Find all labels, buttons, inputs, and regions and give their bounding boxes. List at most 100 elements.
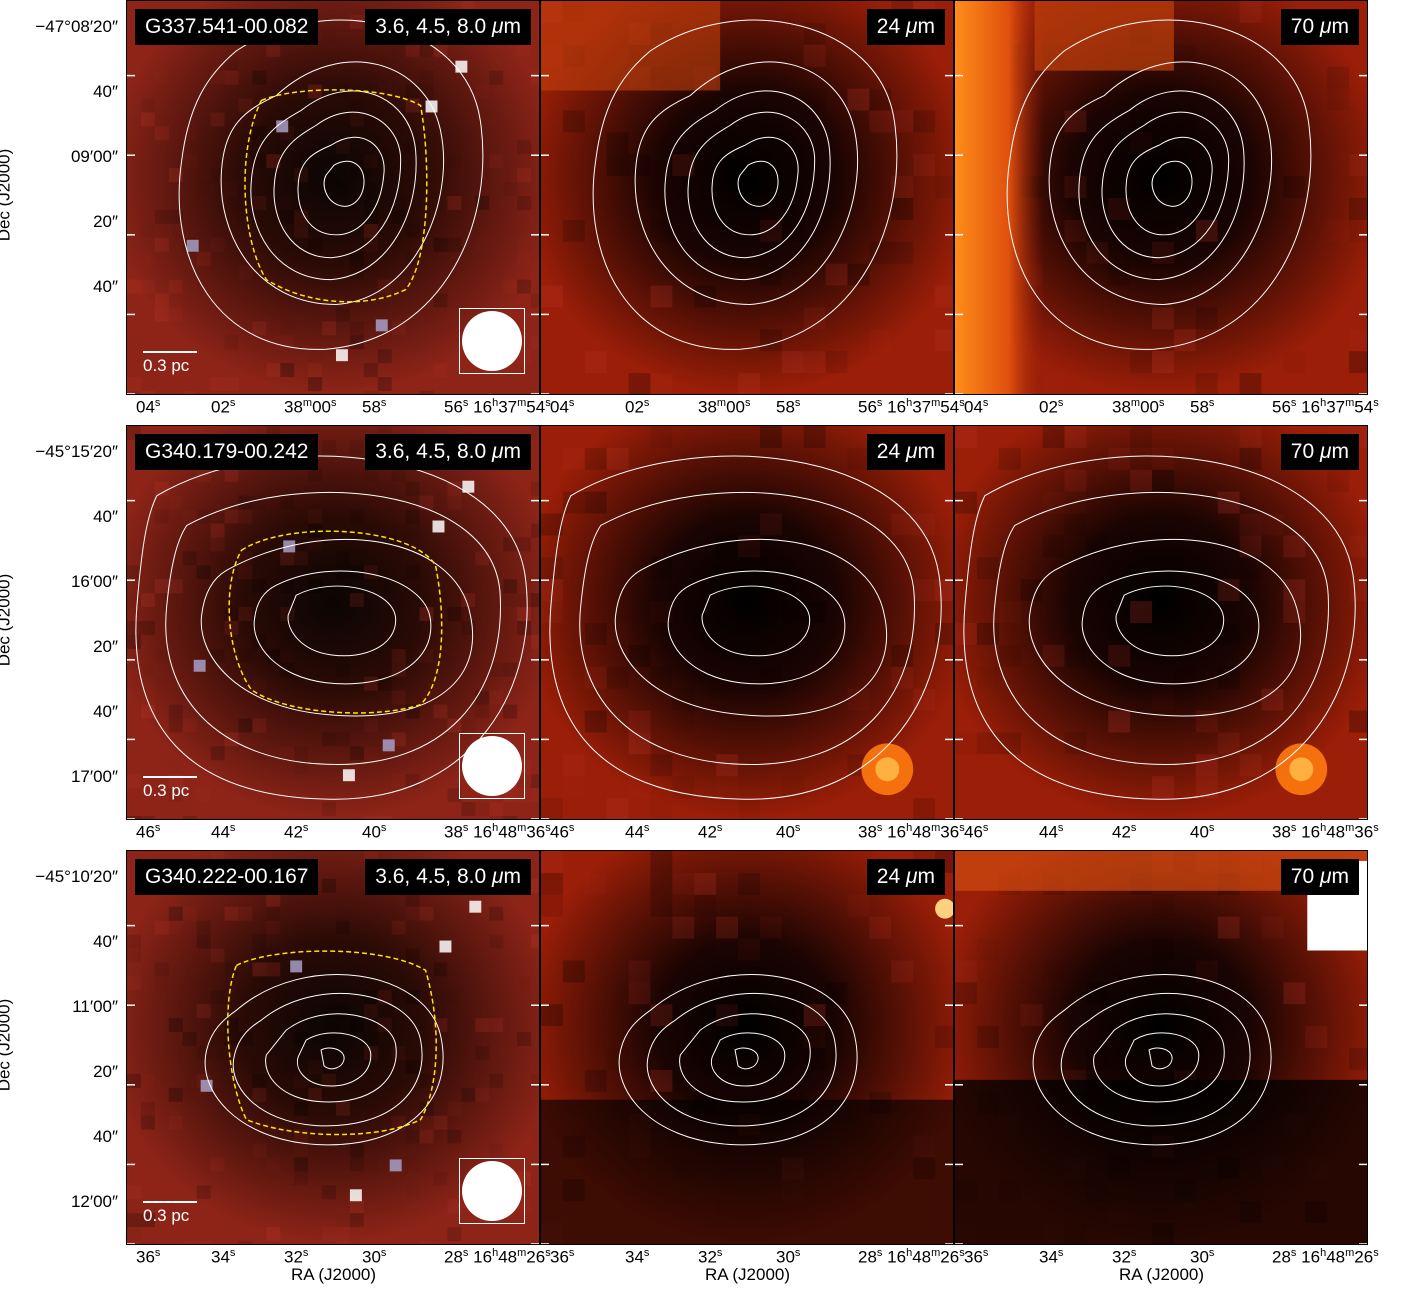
ra-axis-title: RA (J2000)	[705, 1265, 791, 1284]
ra-tick-label: 56s 16h37m54s	[1272, 397, 1379, 417]
panel-row1-irac: G337.541-00.082 3.6, 4.5, 8.0 μm 0.3 pc	[126, 0, 540, 395]
contour-5	[579, 491, 915, 765]
scale-bar	[143, 776, 197, 778]
panel-row3-irac: G340.222-00.167 3.6, 4.5, 8.0 μm 0.3 pc	[126, 850, 540, 1245]
source-name-label: G337.541-00.082	[135, 9, 319, 45]
image-map	[541, 851, 953, 1244]
ra-tick-label: 44s	[1039, 822, 1064, 842]
beam-icon	[462, 736, 522, 796]
ra-tick-label: 44s	[625, 822, 650, 842]
contour-3	[679, 1013, 811, 1103]
contour-3	[265, 1013, 397, 1103]
dec-axis-title: Dec (J2000)	[0, 573, 14, 667]
beam-icon	[462, 311, 522, 371]
ra-tick-label: 36s	[550, 1247, 575, 1267]
dec-tick-label: −47°08′20″	[35, 17, 118, 36]
dec-tick-label: −45°10′20″	[35, 867, 118, 886]
image-map	[127, 426, 539, 819]
ra-tick-label: 58s	[362, 397, 387, 417]
dec-tick-label: 12′00″	[70, 1192, 118, 1211]
ra-tick-label: 44s	[211, 822, 236, 842]
ra-tick-label: 46s	[550, 822, 575, 842]
ra-tick-label: 56s 16h37m54s	[444, 397, 551, 417]
contour-3	[1093, 1013, 1225, 1103]
contour-2	[1078, 90, 1245, 281]
contour-2	[667, 570, 846, 685]
ra-tick-label: 38s 16h48m36s	[444, 822, 551, 842]
dec-tick-label: 20″	[93, 1062, 118, 1081]
dec-tick-label: 09′00″	[70, 147, 118, 166]
ra-tick-label: 42s	[698, 822, 723, 842]
image-map	[955, 851, 1367, 1244]
dec-tick-label: 20″	[93, 637, 118, 656]
contour-1	[220, 61, 444, 305]
ra-tick-label: 04s	[964, 397, 989, 417]
contour-4	[296, 1032, 372, 1087]
ra-tick-label: 02s	[211, 397, 236, 417]
ra-axis-title: RA (J2000)	[291, 1265, 377, 1284]
contour-2	[250, 90, 417, 281]
panel-row2-irac: G340.179-00.242 3.6, 4.5, 8.0 μm 0.3 pc	[126, 425, 540, 820]
ra-tick-label: 28s 16h48m26s	[858, 1247, 965, 1267]
image-map	[127, 1, 539, 394]
ra-tick-label: 58s	[776, 397, 801, 417]
scale-bar-label: 0.3 pc	[143, 1206, 190, 1225]
ra-tick-label: 32s	[284, 1247, 309, 1267]
ra-tick-label: 40s	[1190, 822, 1215, 842]
contour-3	[287, 585, 397, 657]
clump-boundary	[227, 950, 437, 1136]
ra-tick-label: 28s 16h48m26s	[444, 1247, 551, 1267]
ra-tick-label: 40s	[362, 822, 387, 842]
contour-5	[165, 491, 501, 765]
ra-tick-label: 30s	[776, 1247, 801, 1267]
ra-tick-label: 38m00s	[284, 397, 337, 417]
ra-tick-label: 38m00s	[698, 397, 751, 417]
ra-tick-label: 42s	[284, 822, 309, 842]
band-label: 3.6, 4.5, 8.0 μm	[365, 434, 531, 470]
contour-5	[1151, 160, 1193, 207]
contour-3	[687, 111, 816, 259]
ra-tick-label: 46s	[964, 822, 989, 842]
contour-5	[1148, 1047, 1173, 1070]
beam-box	[459, 308, 525, 374]
ra-tick-label: 58s	[1190, 397, 1215, 417]
ra-tick-label: 36s	[136, 1247, 161, 1267]
contour-1	[1032, 974, 1272, 1146]
dec-tick-label: 40″	[93, 932, 118, 951]
ra-tick-label: 36s	[964, 1247, 989, 1267]
source-name-label: G340.222-00.167	[135, 859, 319, 895]
beam-box	[459, 733, 525, 799]
contour-2	[646, 992, 837, 1127]
contour-2	[253, 570, 432, 685]
contour-4	[297, 136, 385, 236]
ra-tick-label: 34s	[625, 1247, 650, 1267]
ra-tick-label: 34s	[1039, 1247, 1064, 1267]
dec-tick-label: −45°15′20″	[35, 442, 118, 461]
ra-axis-title: RA (J2000)	[1119, 1265, 1205, 1284]
contour-4	[710, 1032, 786, 1087]
panel-row1-mips24: 24 μm	[540, 0, 954, 395]
ra-tick-label: 32s	[698, 1247, 723, 1267]
contour-2	[1081, 570, 1260, 685]
dec-tick-label: 17′00″	[70, 767, 118, 786]
contour-5	[320, 1047, 345, 1070]
ra-tick-label: 46s	[136, 822, 161, 842]
contour-6	[592, 19, 898, 350]
band-label: 70 μm	[1280, 9, 1359, 45]
source-name-label: G340.179-00.242	[135, 434, 319, 470]
ra-tick-label: 38m00s	[1112, 397, 1165, 417]
scale-bar	[143, 351, 197, 353]
scale-bar	[143, 1201, 197, 1203]
contour-4	[549, 455, 942, 800]
panel-row3-mips24: 24 μm	[540, 850, 954, 1245]
ra-tick-label: 34s	[211, 1247, 236, 1267]
contour-3	[701, 585, 811, 657]
contour-4	[1124, 1032, 1200, 1087]
ra-tick-label: 42s	[1112, 822, 1137, 842]
ra-tick-label: 02s	[1039, 397, 1064, 417]
scale-bar-label: 0.3 pc	[143, 781, 190, 800]
dec-tick-label: 16′00″	[70, 572, 118, 591]
contour-2	[232, 992, 423, 1127]
contour-1	[614, 538, 887, 717]
image-map	[541, 426, 953, 819]
